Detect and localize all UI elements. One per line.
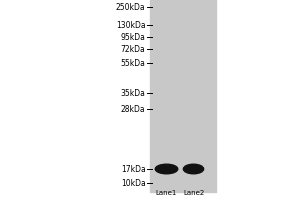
Text: 72kDa: 72kDa <box>121 45 146 53</box>
Ellipse shape <box>183 164 204 174</box>
Text: Lane2: Lane2 <box>183 190 204 196</box>
Text: Lane1: Lane1 <box>156 190 177 196</box>
Text: 55kDa: 55kDa <box>121 58 146 68</box>
Text: 35kDa: 35kDa <box>121 88 146 98</box>
Text: 130kDa: 130kDa <box>116 21 146 29</box>
Ellipse shape <box>155 164 178 174</box>
Text: 250kDa: 250kDa <box>116 2 146 11</box>
Text: 28kDa: 28kDa <box>121 104 146 114</box>
Bar <box>150 0 216 192</box>
Text: 10kDa: 10kDa <box>121 178 146 188</box>
Text: 95kDa: 95kDa <box>121 32 146 42</box>
Text: 17kDa: 17kDa <box>121 164 146 173</box>
